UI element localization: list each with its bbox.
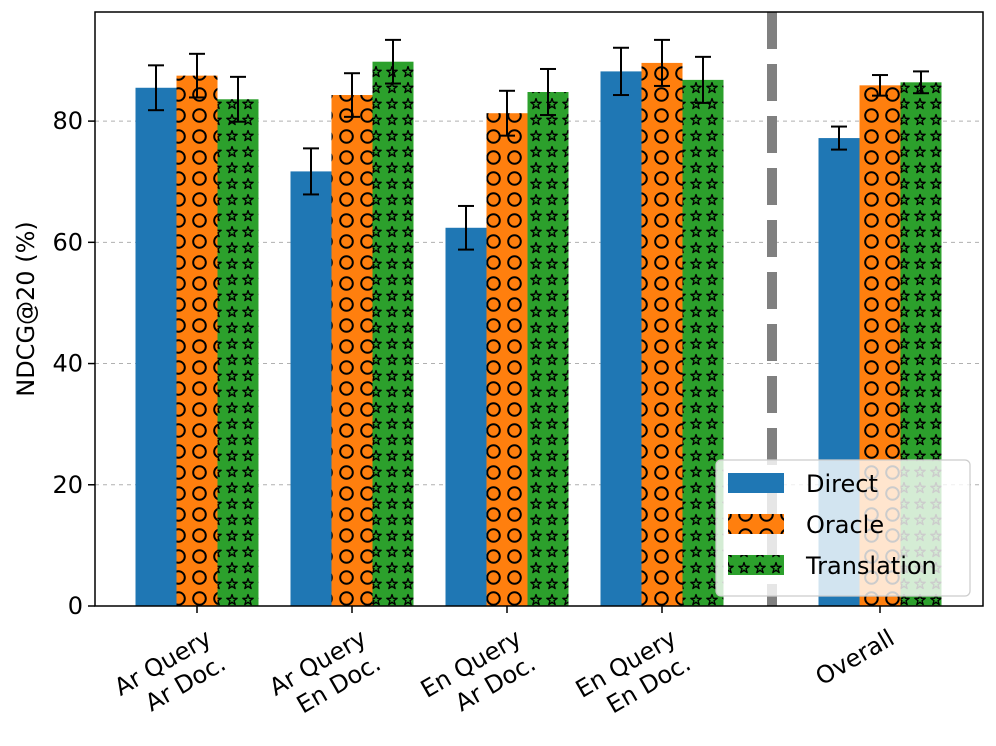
x-tick-label: Overall: [811, 624, 899, 691]
bar-hatch: [176, 75, 218, 606]
bar-hatch: [641, 62, 683, 606]
svg-text:En QueryEn Doc.: En QueryEn Doc.: [571, 624, 696, 729]
y-tick-label: 80: [52, 107, 83, 135]
legend-swatch: [728, 473, 784, 493]
bar-hatch: [527, 92, 569, 606]
legend-swatch-hatch: [728, 555, 784, 575]
y-tick-label: 60: [52, 228, 83, 256]
plot-frame: [94, 11, 984, 607]
legend: Direct Oracle Translation: [715, 459, 971, 597]
x-tick-label: Ar QueryAr Doc.: [109, 624, 230, 727]
x-tick-label: En QueryEn Doc.: [571, 624, 696, 729]
x-tick-label: En QueryAr Doc.: [416, 624, 541, 729]
bar-direct: [135, 87, 177, 606]
svg-text:En QueryAr Doc.: En QueryAr Doc.: [416, 624, 541, 729]
bar-hatch: [217, 99, 259, 606]
bar-direct: [445, 227, 487, 606]
legend-label: Oracle: [806, 511, 884, 539]
svg-text:Ar QueryEn Doc.: Ar QueryEn Doc.: [264, 624, 385, 727]
x-tick-label-line: Overall: [811, 624, 899, 691]
bar-hatch: [372, 61, 414, 606]
y-tick-label: 40: [52, 350, 83, 378]
legend-swatch-hatch: [728, 514, 784, 534]
svg-text:Overall: Overall: [811, 624, 899, 691]
y-axis-label: NDCG@20 (%): [12, 221, 40, 397]
axes: 0 20 40 60 80 Ar QueryAr Doc. Ar QueryEn Doc. E…: [12, 11, 984, 729]
error-bars: [148, 38, 929, 251]
bar-hatch: [331, 95, 373, 606]
legend-label: Translation: [805, 552, 937, 580]
bar-direct: [600, 71, 642, 606]
x-tick-label: Ar QueryEn Doc.: [264, 624, 385, 727]
bars: [135, 61, 942, 606]
legend-label: Direct: [806, 470, 878, 498]
bar-direct: [290, 171, 332, 606]
y-tick-label: 20: [52, 471, 83, 499]
svg-text:Ar QueryAr Doc.: Ar QueryAr Doc.: [109, 624, 230, 727]
bar-hatch: [486, 113, 528, 606]
y-tick-label: 0: [68, 592, 83, 620]
